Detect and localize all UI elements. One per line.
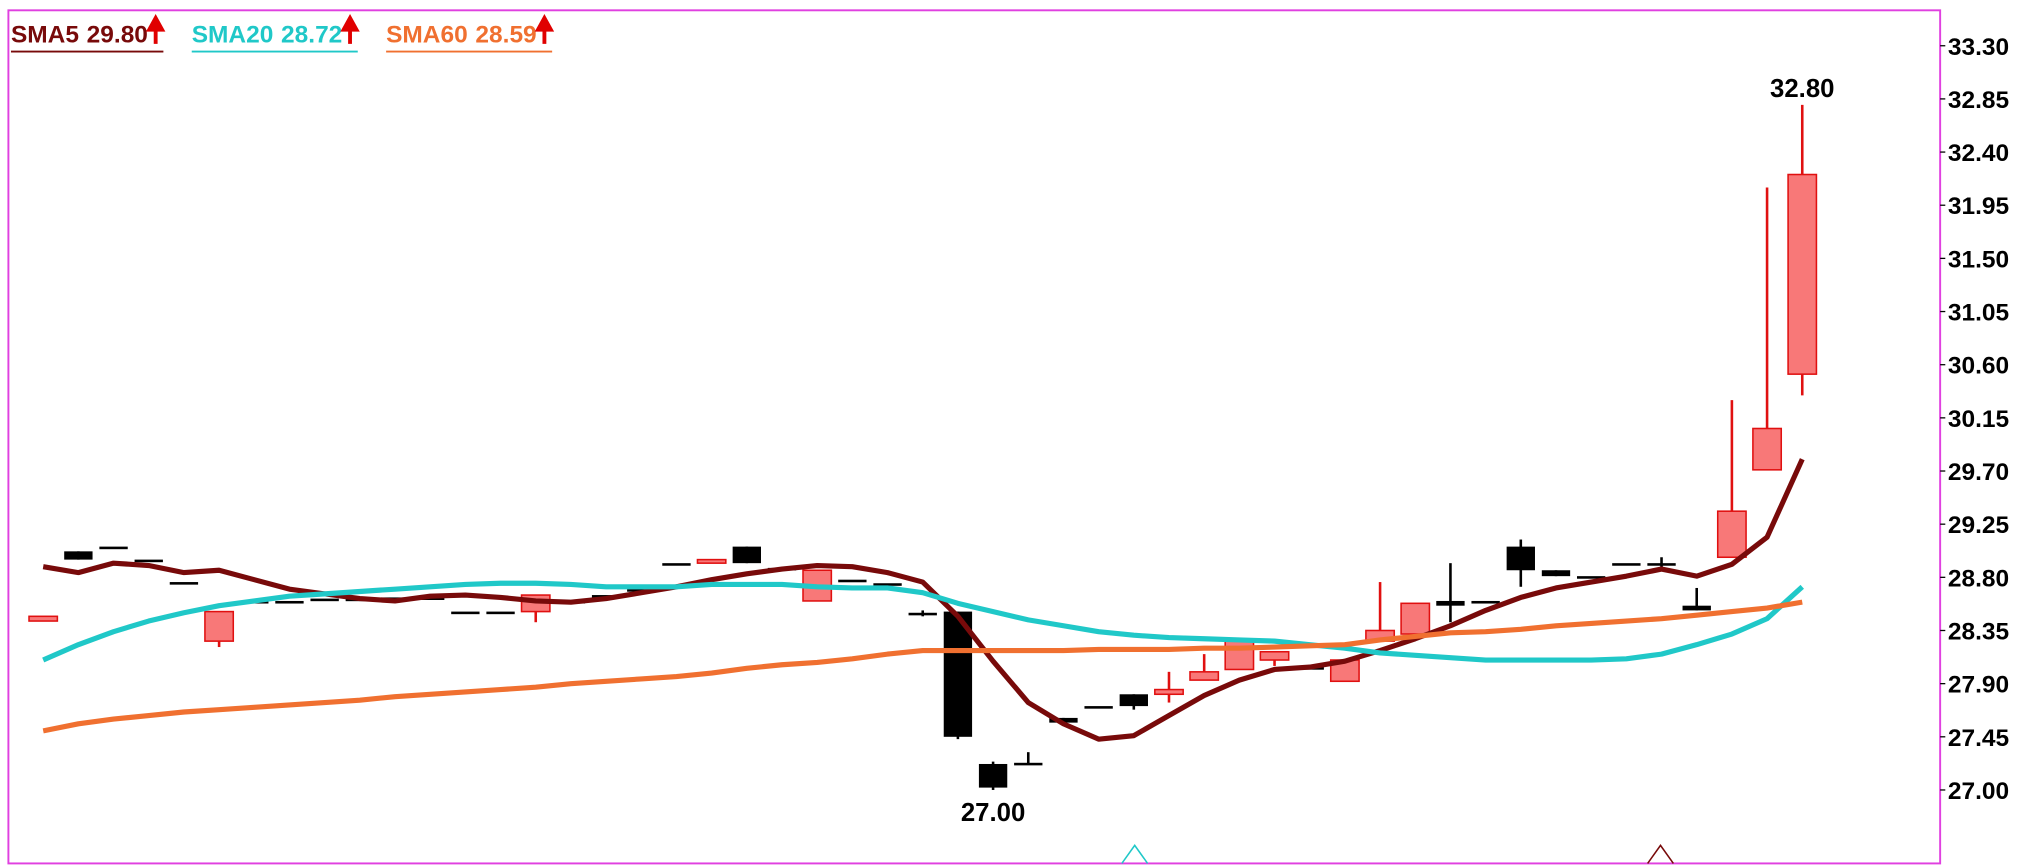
candle-body: [64, 551, 93, 560]
signal-marker: [1121, 844, 1149, 864]
y-tick-label: 28.80: [1948, 565, 2009, 592]
legend-arrow: [340, 14, 360, 44]
legend-arrow: [534, 14, 555, 44]
candle-body: [310, 598, 339, 602]
candle-body: [1189, 671, 1220, 681]
candle-body: [1506, 546, 1535, 571]
candle-body: [169, 582, 199, 585]
candle-body: [134, 559, 163, 563]
y-tick-label: 31.50: [1948, 246, 2009, 273]
candle-body: [451, 611, 480, 615]
candle-body: [908, 612, 937, 616]
candle-body: [1682, 605, 1711, 611]
candle-body: [1400, 602, 1431, 635]
candle-body: [696, 558, 727, 564]
candle-body: [204, 610, 235, 642]
candle-body: [1084, 706, 1113, 709]
candle-body: [873, 583, 902, 586]
candle-body: [1471, 600, 1500, 604]
candle-body: [1049, 717, 1078, 723]
y-tick-label: 28.35: [1948, 619, 2009, 646]
candle-body: [732, 546, 761, 564]
y-tick-label: 29.25: [1948, 512, 2009, 539]
legend-value: 28.72: [281, 22, 342, 49]
legend-name: SMA60: [386, 22, 468, 49]
candle-body: [1119, 694, 1148, 707]
y-tick-label: 31.05: [1948, 300, 2009, 327]
plot-border: [7, 9, 1942, 865]
candle-body: [275, 600, 304, 604]
candle-body: [1014, 762, 1043, 766]
candle-body: [662, 563, 691, 566]
candle-body: [1752, 427, 1783, 471]
legend-arrow: [145, 14, 166, 44]
candle-body: [1576, 576, 1606, 579]
legend-name: SMA20: [192, 22, 274, 49]
y-tick-label: 30.60: [1948, 353, 2009, 380]
candle-body: [1647, 563, 1676, 566]
candle-body: [978, 763, 1008, 788]
candle-body: [1541, 570, 1571, 577]
high-label: 32.80: [1770, 75, 1834, 103]
y-tick-label: 27.00: [1948, 778, 2009, 805]
legend-label: SMA60 28.59: [386, 22, 537, 49]
legend-label: SMA5 29.80: [11, 22, 148, 49]
candle-body: [99, 546, 128, 550]
sma-line: [42, 580, 1804, 663]
y-tick-label: 32.85: [1948, 87, 2009, 114]
candle-body: [28, 615, 59, 622]
y-tick-label: 29.70: [1948, 459, 2009, 486]
candle-body: [1716, 510, 1747, 559]
legend-name: SMA5: [11, 22, 79, 49]
sma-line: [42, 599, 1803, 734]
y-tick-label: 31.95: [1948, 193, 2009, 220]
candle-body: [486, 611, 515, 615]
candle-body: [1436, 600, 1465, 606]
candle-body: [1259, 650, 1290, 661]
signal-marker: [1646, 844, 1675, 864]
y-tick-label: 27.90: [1948, 672, 2009, 699]
legend-label: SMA20 28.72: [192, 22, 343, 49]
y-tick-label: 32.40: [1948, 140, 2009, 167]
y-tick-label: 33.30: [1948, 34, 2009, 61]
y-tick-label: 30.15: [1948, 406, 2009, 433]
candle-body: [1154, 688, 1184, 696]
legend-value: 28.59: [475, 22, 536, 49]
legend: SMA5 29.80 SMA20 28.72 SMA60 28.59: [10, 14, 555, 53]
low-label: 27.00: [961, 799, 1025, 827]
candle-body: [1612, 563, 1641, 566]
legend-value: 29.80: [87, 22, 148, 49]
candle-body: [1787, 173, 1818, 375]
y-tick-label: 27.45: [1948, 725, 2009, 752]
candle-body: [838, 579, 867, 583]
